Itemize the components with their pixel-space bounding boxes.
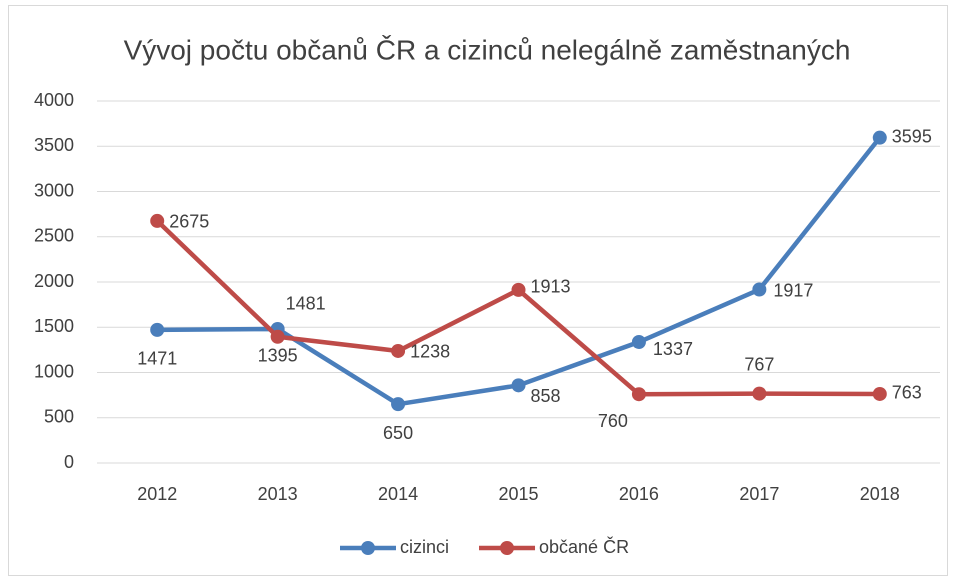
- data-label: 763: [892, 383, 922, 403]
- x-tick-label: 2016: [619, 484, 659, 504]
- y-tick-label: 2500: [34, 226, 74, 246]
- y-tick-label: 3500: [34, 135, 74, 155]
- legend-marker: [500, 541, 515, 555]
- data-point: [752, 386, 767, 401]
- x-tick-label: 2013: [258, 484, 298, 504]
- data-point: [511, 378, 526, 393]
- data-point: [391, 397, 406, 412]
- data-label: 1337: [653, 339, 693, 359]
- y-tick-label: 1500: [34, 316, 74, 336]
- data-point: [872, 386, 887, 401]
- data-label: 650: [383, 423, 413, 443]
- y-tick-label: 0: [64, 452, 74, 472]
- x-tick-label: 2018: [860, 484, 900, 504]
- legend-label: cizinci: [400, 537, 449, 557]
- data-point: [150, 213, 165, 228]
- data-point: [511, 282, 526, 297]
- y-tick-label: 2000: [34, 271, 74, 291]
- chart-title: Vývoj počtu občanů ČR a cizinců nelegáln…: [124, 34, 851, 65]
- y-tick-label: 3000: [34, 180, 74, 200]
- y-tick-label: 1000: [34, 361, 74, 381]
- data-point: [752, 282, 767, 297]
- data-point: [872, 130, 887, 145]
- y-tick-label: 500: [44, 407, 74, 427]
- data-label: 767: [744, 354, 774, 374]
- data-label: 1238: [410, 342, 450, 362]
- data-label: 2675: [169, 212, 209, 232]
- x-tick-label: 2012: [137, 484, 177, 504]
- data-label: 3595: [892, 126, 932, 146]
- data-label: 858: [531, 386, 561, 406]
- data-point: [150, 322, 165, 337]
- data-label: 1395: [258, 346, 298, 366]
- legend-label: občané ČR: [539, 536, 629, 557]
- data-label: 1481: [286, 294, 326, 314]
- legend-marker: [361, 541, 375, 555]
- x-tick-label: 2017: [739, 484, 779, 504]
- data-label: 760: [598, 411, 628, 431]
- data-point: [631, 335, 646, 350]
- data-point: [391, 343, 406, 358]
- data-point: [631, 387, 646, 402]
- y-tick-label: 4000: [34, 90, 74, 110]
- data-label: 1917: [773, 280, 813, 300]
- x-tick-label: 2015: [498, 484, 538, 504]
- data-point: [270, 329, 285, 344]
- data-label: 1471: [137, 349, 177, 369]
- x-tick-label: 2014: [378, 484, 418, 504]
- data-label: 1913: [531, 277, 571, 297]
